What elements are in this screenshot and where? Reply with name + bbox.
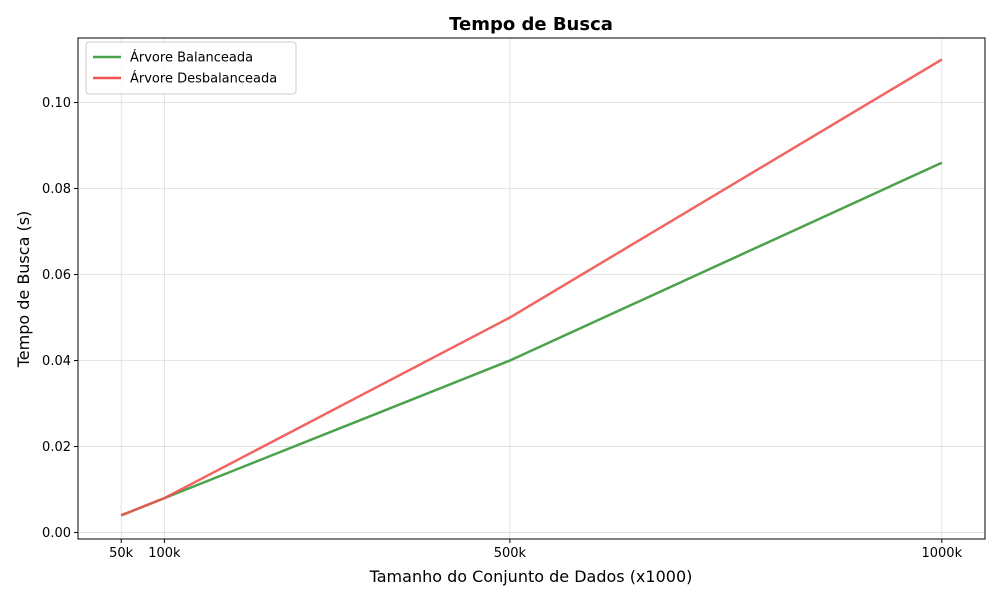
- y-tick-label: 0.06: [42, 268, 71, 283]
- legend: Árvore Balanceada Árvore Desbalanceada: [85, 41, 297, 95]
- x-tick-label: 100k: [148, 546, 181, 561]
- y-axis-ticks: 0.00 0.02 0.04 0.06 0.08 0.10: [42, 96, 78, 541]
- chart-title: Tempo de Busca: [449, 14, 613, 35]
- grid: [78, 38, 985, 539]
- y-tick-label: 0.00: [42, 526, 71, 541]
- legend-box: [85, 41, 297, 95]
- y-axis-label: Tempo de Busca (s): [14, 211, 33, 369]
- y-tick-label: 0.02: [42, 440, 71, 455]
- plot-frame: [77, 37, 986, 540]
- x-axis-label: Tamanho do Conjunto de Dados (x1000): [369, 567, 693, 586]
- x-tick-label: 1000k: [921, 546, 962, 561]
- legend-label-arvore-desbalanceada: Árvore Desbalanceada: [130, 71, 277, 87]
- series-lines: [120, 58, 943, 517]
- y-tick-label: 0.04: [42, 354, 71, 369]
- x-axis-ticks: 50k 100k 500k 1000k: [109, 539, 963, 561]
- legend-label-arvore-balanceada: Árvore Balanceada: [130, 50, 253, 66]
- x-tick-label: 500k: [494, 546, 527, 561]
- y-tick-label: 0.08: [42, 182, 71, 197]
- series-line-0: [120, 161, 943, 517]
- x-tick-label: 50k: [109, 546, 134, 561]
- y-tick-label: 0.10: [42, 96, 71, 111]
- series-line-1: [120, 58, 943, 517]
